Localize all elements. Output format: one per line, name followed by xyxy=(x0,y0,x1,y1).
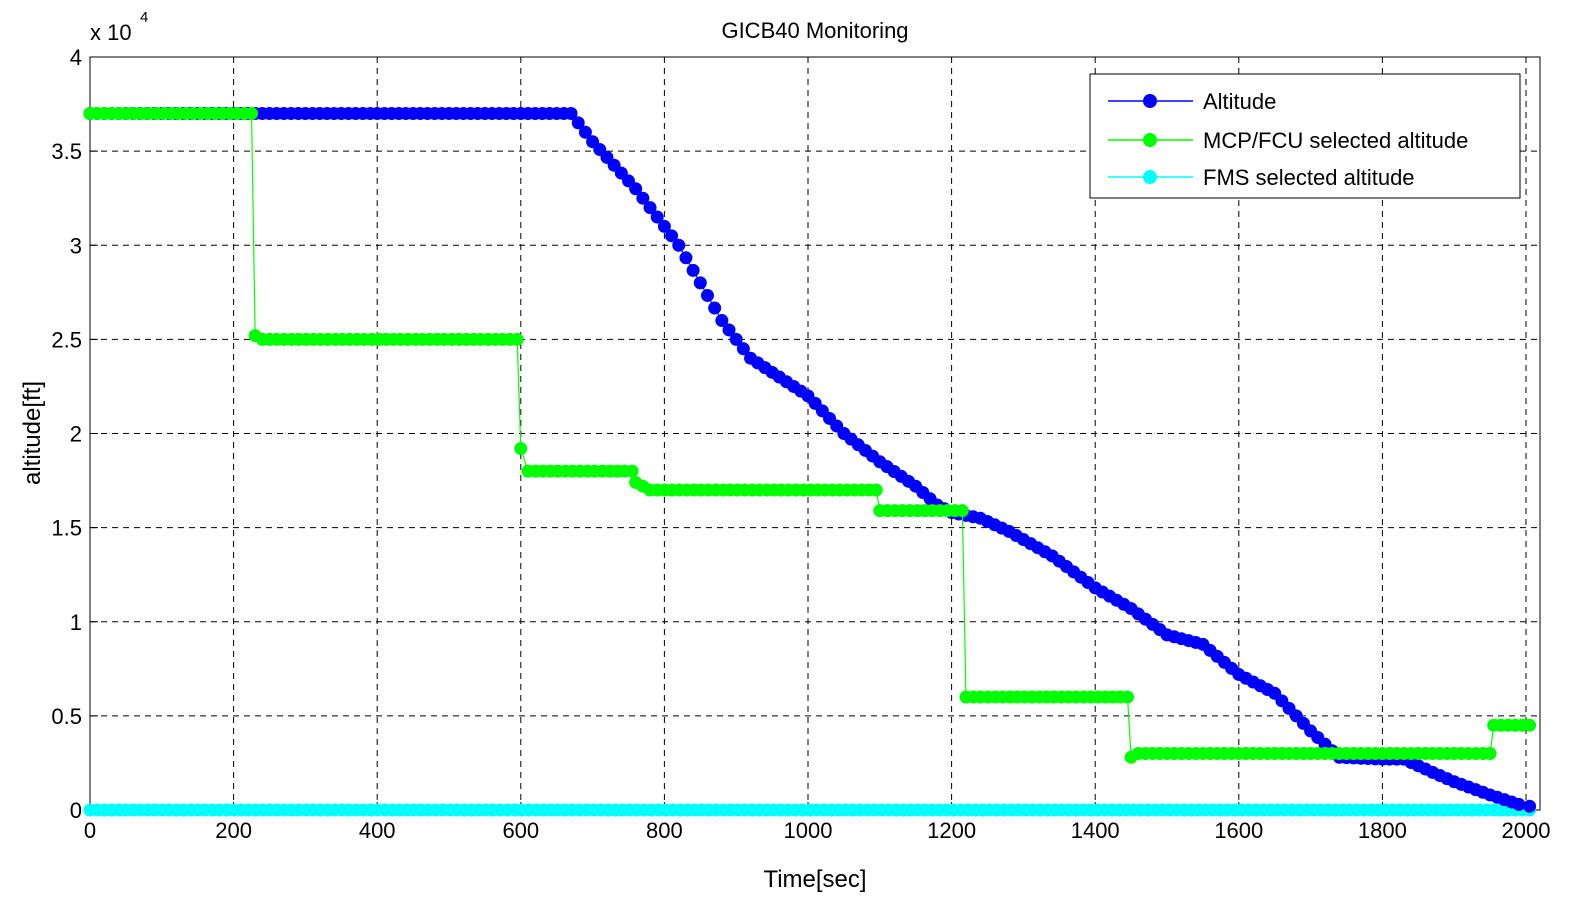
data-point xyxy=(869,483,883,497)
x-tick-label: 200 xyxy=(215,818,252,843)
x-axis-label: Time[sec] xyxy=(763,866,866,893)
y-tick-label: 3 xyxy=(70,233,82,258)
data-point xyxy=(650,210,664,224)
y-ticks: 0 0.5 1 1.5 2 2.5 3 3.5 4 xyxy=(51,45,98,823)
data-point xyxy=(578,125,592,139)
data-point xyxy=(636,191,650,205)
data-point xyxy=(510,332,524,346)
y-tick-label: 3.5 xyxy=(51,139,82,164)
data-point xyxy=(1523,718,1537,732)
data-point xyxy=(1523,799,1537,813)
x-tick-label: 1000 xyxy=(784,818,833,843)
x-tick-label: 0 xyxy=(84,818,96,843)
y-tick-label: 0.5 xyxy=(51,704,82,729)
legend-marker-altitude xyxy=(1143,94,1157,108)
data-point xyxy=(514,442,528,456)
y-tick-label: 1 xyxy=(70,610,82,635)
y-multiplier-exponent: 4 xyxy=(140,9,148,26)
y-tick-label: 2.5 xyxy=(51,327,82,352)
y-multiplier-label: x 10 xyxy=(90,20,132,45)
data-point xyxy=(564,106,578,120)
data-point xyxy=(665,229,679,243)
legend-label-fms: FMS selected altitude xyxy=(1203,165,1415,190)
legend-label-mcp: MCP/FCU selected altitude xyxy=(1203,128,1468,153)
x-tick-label: 1400 xyxy=(1071,818,1120,843)
y-tick-label: 4 xyxy=(70,45,82,70)
x-tick-label: 2000 xyxy=(1502,818,1551,843)
legend-label-altitude: Altitude xyxy=(1203,89,1276,114)
x-tick-label: 600 xyxy=(502,818,539,843)
data-point xyxy=(955,504,969,518)
y-tick-label: 0 xyxy=(70,798,82,823)
legend: Altitude MCP/FCU selected altitude FMS s… xyxy=(1089,73,1521,199)
y-tick-label: 1.5 xyxy=(51,516,82,541)
data-point xyxy=(657,219,671,233)
data-point xyxy=(672,238,686,252)
data-point xyxy=(1512,797,1526,811)
x-tick-label: 1200 xyxy=(927,818,976,843)
data-point xyxy=(245,106,259,120)
x-tick-label: 1600 xyxy=(1214,818,1263,843)
data-point xyxy=(1483,747,1497,761)
x-tick-label: 1800 xyxy=(1358,818,1407,843)
data-point xyxy=(1121,690,1135,704)
legend-marker-mcp xyxy=(1143,133,1157,147)
x-ticks: 0 200 400 600 800 1000 1200 1400 1600 1800 2000 xyxy=(84,802,1551,843)
data-point xyxy=(700,288,714,302)
x-tick-label: 800 xyxy=(646,818,683,843)
series-1 xyxy=(83,106,1537,764)
series-2 xyxy=(83,803,1537,817)
y-axis-label: altitude[ft] xyxy=(19,381,46,485)
data-point xyxy=(625,464,639,478)
data-point xyxy=(679,251,693,265)
legend-marker-fms xyxy=(1143,170,1157,184)
series-layer xyxy=(83,106,1537,817)
y-tick-label: 2 xyxy=(70,422,82,447)
data-point xyxy=(722,323,736,337)
data-point xyxy=(736,342,750,356)
data-point xyxy=(729,332,743,346)
data-point xyxy=(715,314,729,328)
data-point xyxy=(686,263,700,277)
x-tick-label: 400 xyxy=(359,818,396,843)
data-point xyxy=(708,301,722,315)
data-point xyxy=(643,201,657,215)
chart-title: GICB40 Monitoring xyxy=(721,18,908,43)
data-point xyxy=(571,116,585,130)
data-point xyxy=(693,276,707,290)
data-point xyxy=(629,182,643,196)
